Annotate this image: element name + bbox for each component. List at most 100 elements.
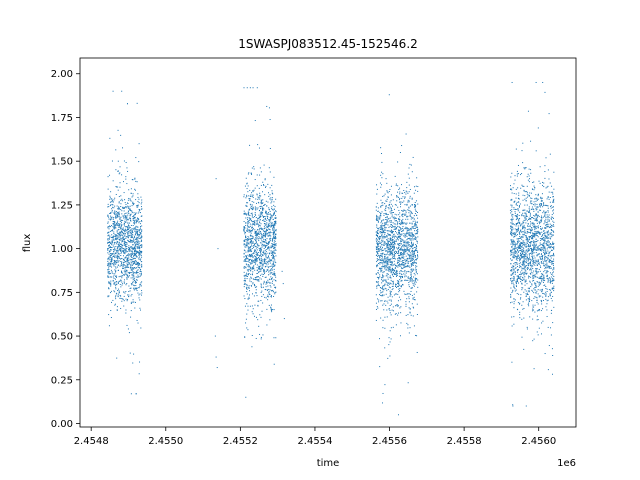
data-point bbox=[135, 199, 137, 201]
data-point bbox=[113, 212, 115, 214]
data-point bbox=[268, 207, 270, 209]
data-point bbox=[135, 241, 137, 243]
data-point bbox=[243, 267, 245, 269]
data-point bbox=[519, 245, 521, 247]
data-point bbox=[388, 94, 390, 96]
data-point bbox=[379, 290, 381, 292]
data-point bbox=[135, 261, 137, 263]
data-point bbox=[382, 237, 384, 239]
data-point bbox=[262, 265, 264, 267]
data-point bbox=[120, 232, 122, 234]
data-point bbox=[136, 245, 138, 247]
data-point bbox=[110, 257, 112, 259]
data-point bbox=[383, 219, 385, 221]
data-point bbox=[386, 235, 388, 237]
data-point bbox=[245, 238, 247, 240]
data-point bbox=[265, 281, 267, 283]
data-point bbox=[132, 362, 134, 364]
data-point bbox=[386, 266, 388, 268]
data-point bbox=[512, 290, 514, 292]
data-point bbox=[386, 263, 388, 265]
data-point bbox=[416, 246, 418, 248]
data-point bbox=[381, 234, 383, 236]
data-point bbox=[256, 222, 258, 224]
data-point bbox=[386, 262, 388, 264]
data-point bbox=[388, 203, 390, 205]
data-point bbox=[244, 243, 246, 245]
data-point bbox=[396, 196, 398, 198]
data-point bbox=[269, 194, 271, 196]
data-point bbox=[250, 234, 252, 236]
data-point bbox=[389, 253, 391, 255]
data-point bbox=[511, 204, 513, 206]
data-point bbox=[111, 263, 113, 265]
data-point bbox=[271, 268, 273, 270]
data-point bbox=[125, 273, 127, 275]
data-point bbox=[141, 235, 143, 237]
data-point bbox=[269, 289, 271, 291]
data-point bbox=[545, 295, 547, 297]
data-point bbox=[259, 219, 261, 221]
data-point bbox=[268, 212, 270, 214]
data-point bbox=[134, 217, 136, 219]
data-point bbox=[140, 251, 142, 253]
data-point bbox=[253, 245, 255, 247]
data-point bbox=[126, 278, 128, 280]
data-point bbox=[393, 252, 395, 254]
data-point bbox=[515, 258, 517, 260]
data-point bbox=[264, 249, 266, 251]
data-point bbox=[110, 191, 112, 193]
data-point bbox=[128, 294, 130, 296]
data-point bbox=[376, 265, 378, 267]
data-point bbox=[417, 255, 419, 257]
data-point bbox=[404, 276, 406, 278]
data-point bbox=[138, 235, 140, 237]
data-point bbox=[412, 264, 414, 266]
data-point bbox=[111, 246, 113, 248]
data-point bbox=[118, 291, 120, 293]
data-point bbox=[537, 253, 539, 255]
data-point bbox=[517, 223, 519, 225]
data-point bbox=[249, 254, 251, 255]
data-point bbox=[134, 301, 136, 303]
data-point bbox=[252, 313, 254, 315]
data-point bbox=[259, 208, 261, 210]
data-point bbox=[137, 276, 139, 278]
data-point bbox=[245, 280, 247, 282]
data-point bbox=[255, 232, 257, 234]
data-point bbox=[406, 239, 408, 241]
data-point bbox=[406, 232, 408, 234]
data-point bbox=[137, 220, 139, 222]
data-point bbox=[551, 236, 553, 238]
data-point bbox=[414, 237, 416, 239]
data-point bbox=[256, 243, 258, 245]
data-point bbox=[274, 261, 276, 263]
data-point bbox=[410, 264, 412, 266]
data-point bbox=[270, 258, 272, 260]
data-point bbox=[522, 264, 524, 266]
data-point bbox=[384, 232, 386, 234]
data-point bbox=[527, 110, 529, 112]
data-point bbox=[112, 252, 114, 254]
data-point bbox=[388, 208, 390, 210]
data-point bbox=[387, 261, 389, 263]
data-point bbox=[385, 218, 387, 220]
data-point bbox=[114, 283, 116, 285]
data-point bbox=[376, 242, 378, 244]
data-point bbox=[404, 274, 406, 276]
data-point bbox=[262, 209, 264, 211]
data-point bbox=[256, 276, 258, 278]
data-point bbox=[391, 212, 393, 214]
data-point bbox=[378, 245, 380, 247]
data-point bbox=[394, 293, 396, 295]
data-point bbox=[111, 198, 113, 200]
data-point bbox=[272, 262, 274, 264]
data-point bbox=[254, 238, 256, 240]
data-point bbox=[378, 242, 380, 244]
data-point bbox=[513, 224, 515, 226]
data-point bbox=[389, 220, 391, 222]
data-point bbox=[384, 237, 386, 239]
data-point bbox=[251, 259, 253, 261]
data-point bbox=[530, 140, 532, 142]
data-point bbox=[256, 254, 258, 256]
